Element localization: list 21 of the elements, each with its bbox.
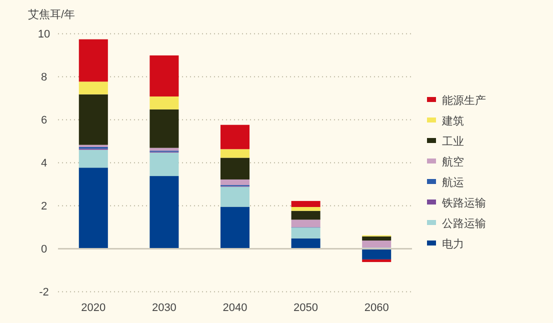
legend-label: 航运 <box>442 176 464 189</box>
y-tick-label: 0 <box>40 244 48 256</box>
legend-label: 建筑 <box>441 114 464 128</box>
y-tick-label: 8 <box>40 72 48 84</box>
x-tick-label: 2040 <box>222 302 248 314</box>
legend-label: 铁路运输 <box>441 196 486 210</box>
x-tick-label: 2050 <box>294 302 318 314</box>
x-tick-label: 2030 <box>152 302 176 314</box>
legend-label: 航空 <box>442 156 464 168</box>
legend-label: 公路运输 <box>442 217 486 230</box>
legend-label: 能源生产 <box>442 94 486 107</box>
legend-label: 工业 <box>442 135 464 148</box>
y-axis-title: 艾焦耳/年 <box>28 9 76 21</box>
y-tick-label: 4 <box>40 158 48 170</box>
y-tick-label: 10 <box>38 28 50 41</box>
y-tick-label: 6 <box>40 114 48 127</box>
x-tick-label: 2060 <box>364 302 389 314</box>
x-tick-label: 2020 <box>81 302 106 314</box>
y-tick-label: -2 <box>39 286 49 299</box>
legend-label: 电力 <box>442 238 464 250</box>
y-tick-label: 2 <box>40 200 48 213</box>
